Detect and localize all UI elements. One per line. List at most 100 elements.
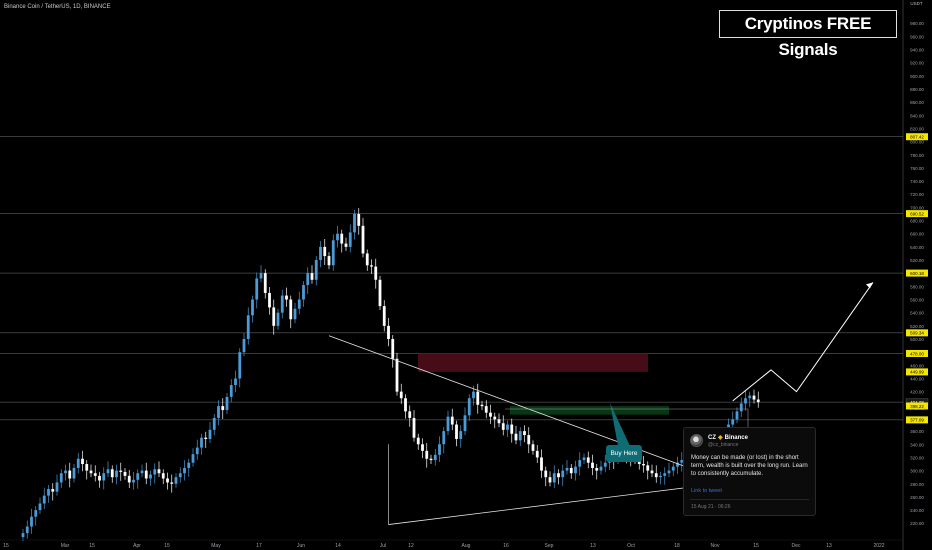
candle-body-47 [221,406,225,411]
candle-body-173 [756,399,760,403]
candle-body-65 [297,299,301,309]
price-label-level_1: 807.42 [910,135,924,140]
candle-body-92 [412,417,416,438]
y-tick-label-6: 340.00 [910,442,924,447]
candle-body-76 [344,243,348,247]
y-tick-label-0: 220.00 [910,521,924,526]
candle-body-25 [127,475,131,483]
candle-body-73 [331,240,335,266]
y-tick-label-4: 300.00 [910,469,924,474]
candle-body-120 [531,444,535,451]
price-label-level_4: 509.34 [910,331,924,336]
y-tick-label-7: 360.00 [910,429,924,434]
candle-body-95 [425,450,429,459]
candle-body-100 [446,416,450,432]
candle-body-128 [565,467,569,471]
candle-body-99 [442,431,446,445]
price-label-bg-level_3 [906,269,928,277]
candle-body-46 [217,406,220,418]
y-tick-label-22: 660.00 [910,232,924,237]
candle-body-30 [149,474,152,479]
price-label-bg-level_5 [906,349,928,357]
candle-body-172 [752,395,756,400]
x-tick-label-3: Apr [133,543,141,549]
tweet-divider [690,499,809,500]
candle-body-147 [646,465,650,471]
y-tick-label-34: 900.00 [910,74,924,79]
candle-body-6 [47,489,50,496]
candle-body-18 [98,475,101,481]
candle-body-51 [238,352,242,379]
y-tick-label-35: 920.00 [910,61,924,66]
candle-body-96 [429,458,433,461]
resistance-zone [418,353,648,372]
y-tick-label-17: 560.00 [910,298,924,303]
candle-body-21 [110,469,114,478]
y-tick-label-33: 880.00 [910,87,924,92]
candle-body-108 [480,404,484,407]
y-tick-label-18: 580.00 [910,284,924,289]
candle-body-127 [561,470,565,478]
candle-body-133 [586,457,590,463]
candle-body-84 [378,279,382,307]
x-tick-label-1: Mar [61,543,70,549]
y-tick-label-29: 800.00 [910,140,924,145]
candle-body-0 [21,533,25,538]
y-tick-label-31: 840.00 [910,113,924,118]
candle-body-9 [59,473,63,483]
candle-body-15 [85,464,89,471]
candle-body-145 [637,460,641,465]
y-tick-label-20: 620.00 [910,258,924,263]
candle-body-118 [523,431,526,436]
candle-body-7 [51,489,55,492]
x-tick-label-6: 17 [256,543,262,549]
candle-body-4 [38,503,42,511]
candle-body-153 [671,466,675,471]
x-tick-label-20: 13 [826,543,832,549]
y-tick-label-30: 820.00 [910,126,924,131]
buy-callout-pointer [610,403,630,446]
candle-body-71 [323,246,327,257]
candle-body-10 [64,470,67,474]
candle-body-91 [408,411,412,418]
candle-body-151 [663,473,667,476]
candle-body-87 [391,339,395,359]
tweet-handle: @cz_binance [708,442,739,448]
candle-body-152 [667,470,671,474]
tweet-link[interactable]: Link to tweet [691,488,722,494]
candle-body-16 [89,470,93,474]
candle-body-70 [319,246,322,261]
y-tick-label-2: 260.00 [910,495,924,500]
candle-body-53 [246,315,250,339]
candle-body-112 [497,419,501,424]
y-tick-label-26: 740.00 [910,179,924,184]
candle-body-43 [204,437,208,440]
y-tick-label-25: 720.00 [910,192,924,197]
x-tick-label-5: May [211,543,221,549]
candle-body-103 [459,431,463,440]
candle-body-33 [161,473,165,479]
tweet-card[interactable]: CZ ◆ Binance @cz_binance Money can be made… [683,427,816,516]
candle-body-121 [535,450,539,458]
candle-body-48 [225,396,229,411]
candle-body-22 [115,470,118,478]
candle-body-42 [200,437,203,448]
candle-body-45 [212,417,216,430]
candle-body-60 [276,312,280,326]
candle-body-81 [365,253,369,266]
candle-body-56 [259,273,263,279]
candle-body-77 [348,232,352,247]
candle-body-58 [268,292,271,308]
candle-body-111 [493,416,497,420]
candle-body-114 [506,424,509,430]
x-tick-label-4: 15 [164,543,170,549]
price-label-bg-level_8 [906,416,928,424]
candle-body-40 [191,454,195,463]
price-label-level_7: 398.22 [910,404,924,409]
candle-body-101 [450,416,454,425]
y-tick-label-11: 440.00 [910,376,924,381]
tweet-body: Money can be made (or lost) in the short… [691,455,808,477]
candle-body-149 [654,473,658,478]
y-tick-label-36: 940.00 [910,47,924,52]
